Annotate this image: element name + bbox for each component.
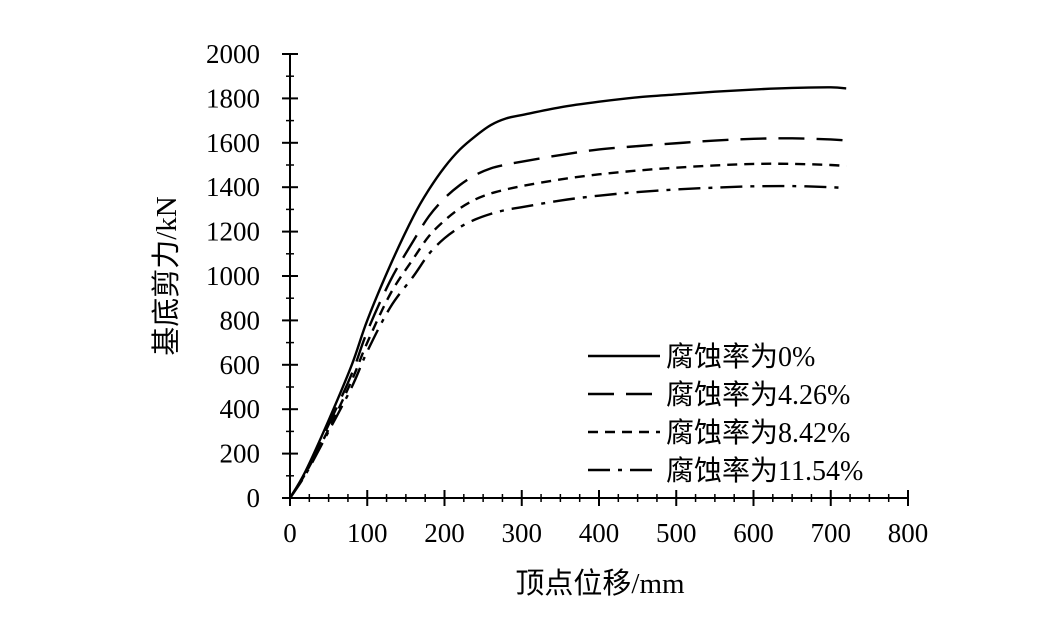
series-line-1	[288, 86, 847, 499]
y-tick-label: 2000	[206, 39, 260, 69]
y-tick-label: 400	[220, 394, 261, 424]
y-tick-label: 0	[247, 483, 261, 513]
x-tick-label: 600	[733, 518, 774, 548]
x-tick-label: 100	[347, 518, 388, 548]
x-tick-label: 300	[502, 518, 543, 548]
x-tick-label: 200	[424, 518, 465, 548]
legend-label-1: 腐蚀率为0%	[666, 341, 815, 373]
x-tick-label: 700	[811, 518, 852, 548]
x-tick-label: 0	[283, 518, 297, 548]
axes: 0 100 200 300 400 500 600 700 800 0 200 400 600 800 10…	[206, 39, 928, 548]
x-tick-label: 400	[579, 518, 620, 548]
x-axis-label: 顶点位移/mm	[515, 567, 685, 600]
y-axis-label: 基底剪力/kN	[150, 196, 183, 356]
x-tick-label: 500	[656, 518, 697, 548]
series-layer	[288, 86, 847, 499]
y-tick-label: 1200	[206, 217, 260, 247]
series-line-3	[288, 162, 847, 499]
legend: 腐蚀率为0% 腐蚀率为4.26% 腐蚀率为8.42% 腐蚀率为11.54%	[588, 341, 863, 487]
legend-label-3: 腐蚀率为8.42%	[666, 417, 850, 449]
x-tick-label: 800	[888, 518, 929, 548]
y-tick-label: 600	[220, 350, 261, 380]
y-tick-label: 1400	[206, 172, 260, 202]
y-tick-label: 1600	[206, 128, 260, 158]
y-tick-label: 1000	[206, 261, 260, 291]
series-line-4	[288, 184, 847, 499]
y-tick-label: 800	[220, 305, 261, 335]
legend-label-2: 腐蚀率为4.26%	[666, 379, 850, 411]
y-tick-label: 200	[220, 439, 261, 469]
y-tick-label: 1800	[206, 83, 260, 113]
series-line-2	[288, 137, 847, 499]
legend-label-4: 腐蚀率为11.54%	[666, 455, 863, 487]
